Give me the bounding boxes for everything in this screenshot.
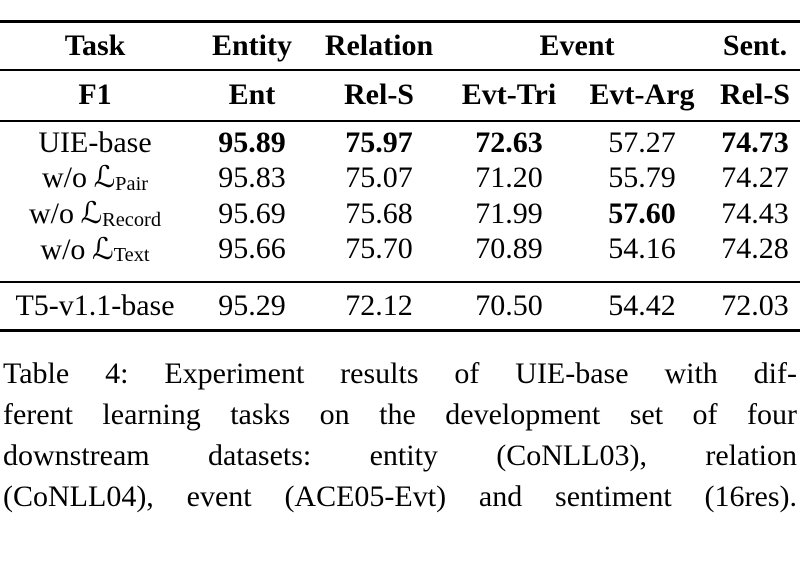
metric-value: 74.27 xyxy=(721,160,789,194)
metric-value: 54.16 xyxy=(608,232,676,265)
column-header-rel-s: Rel-S xyxy=(314,69,444,122)
table-row-wo-pair: w/o ℒPair 95.83 75.07 71.20 55.79 74.27 xyxy=(0,160,800,196)
metric-value: 72.63 xyxy=(475,125,543,159)
row-label: T5-v1.1-base xyxy=(0,280,190,331)
metric-value: 55.79 xyxy=(608,160,676,194)
column-header-entity: Entity xyxy=(190,21,314,71)
results-table: Task Entity Relation Event Sent. F1 Ent … xyxy=(0,20,800,332)
wo-prefix: w/o xyxy=(41,161,87,194)
header-row-tasks: Task Entity Relation Event Sent. xyxy=(0,21,800,71)
metric-cell: 74.28 xyxy=(710,232,800,282)
metric-cell: 75.97 xyxy=(314,121,444,160)
metric-value: 74.28 xyxy=(721,232,789,265)
metric-cell: 95.89 xyxy=(190,121,314,160)
loss-symbol: ℒ xyxy=(80,196,103,231)
metric-cell: 72.63 xyxy=(444,121,574,160)
metric-cell: 75.70 xyxy=(314,232,444,282)
column-header-f1: F1 xyxy=(0,69,190,122)
metric-value: 75.07 xyxy=(345,160,413,194)
row-label: UIE-base xyxy=(38,125,152,159)
metric-cell: 70.89 xyxy=(444,232,574,282)
metric-cell: 55.79 xyxy=(574,160,710,196)
caption-line: (CoNLL04), event (ACE05-Evt) and sentime… xyxy=(3,480,797,513)
loss-subscript: Record xyxy=(102,208,162,231)
column-header-ent: Ent xyxy=(190,69,314,122)
metric-cell: 57.27 xyxy=(574,121,710,160)
table-row-wo-text: w/o ℒText 95.66 75.70 70.89 54.16 74.28 xyxy=(0,232,800,282)
metric-cell: 75.68 xyxy=(314,196,444,232)
column-header-task: Task xyxy=(0,21,190,71)
metric-cell: 70.50 xyxy=(444,280,574,331)
metric-value: 74.43 xyxy=(721,196,789,230)
table-row-uie-base: UIE-base 95.89 75.97 72.63 57.27 74.73 xyxy=(0,121,800,160)
metric-cell: 75.07 xyxy=(314,160,444,196)
metric-value: 74.73 xyxy=(721,125,789,159)
metric-value: 71.99 xyxy=(475,196,543,230)
metric-value: 95.89 xyxy=(218,125,286,159)
metric-value: 95.66 xyxy=(218,232,286,265)
column-header-evt-arg: Evt-Arg xyxy=(574,69,710,122)
table-row-t5-baseline: T5-v1.1-base 95.29 72.12 70.50 54.42 72.… xyxy=(0,280,800,331)
caption-line: ferent learning tasks on the development… xyxy=(3,398,797,431)
metric-cell: 72.03 xyxy=(710,280,800,331)
metric-value: 72.03 xyxy=(721,288,789,322)
metric-cell: 54.16 xyxy=(574,232,710,282)
metric-cell: 95.69 xyxy=(190,196,314,232)
row-label: w/o ℒText xyxy=(0,232,190,282)
metric-value: 75.70 xyxy=(345,232,413,265)
metric-value: 70.89 xyxy=(475,232,543,265)
metric-cell: 95.83 xyxy=(190,160,314,196)
metric-value: 95.29 xyxy=(218,288,286,322)
row-label: w/o ℒRecord xyxy=(0,196,190,232)
metric-cell: 72.12 xyxy=(314,280,444,331)
wo-prefix: w/o xyxy=(40,232,86,266)
metric-value: 71.20 xyxy=(475,160,543,194)
header-row-metrics: F1 Ent Rel-S Evt-Tri Evt-Arg Rel-S xyxy=(0,69,800,122)
loss-subscript: Text xyxy=(113,244,150,267)
metric-value: 54.42 xyxy=(608,288,676,322)
metric-value: 72.12 xyxy=(345,288,413,322)
column-header-sent: Sent. xyxy=(710,21,800,71)
row-label: w/o ℒPair xyxy=(0,160,190,196)
wo-prefix: w/o xyxy=(28,197,74,230)
metric-value: 75.68 xyxy=(345,196,413,230)
caption-line: downstream datasets: entity (CoNLL03), r… xyxy=(3,439,797,472)
column-header-rel-s-sent: Rel-S xyxy=(710,69,800,122)
column-header-evt-tri: Evt-Tri xyxy=(444,69,574,122)
metric-cell: 54.42 xyxy=(574,280,710,331)
metric-cell: 95.66 xyxy=(190,232,314,282)
metric-value: 75.97 xyxy=(345,125,413,159)
table-row-wo-record: w/o ℒRecord 95.69 75.68 71.99 57.60 74.43 xyxy=(0,196,800,232)
metric-value: 57.27 xyxy=(608,125,676,159)
loss-symbol: ℒ xyxy=(93,160,116,195)
table-caption: Table 4: Experiment results of UIE-base … xyxy=(0,353,800,517)
metric-cell: 71.99 xyxy=(444,196,574,232)
metric-cell: 95.29 xyxy=(190,280,314,331)
metric-value: 57.60 xyxy=(608,196,676,230)
metric-value: 95.69 xyxy=(218,196,286,230)
metric-value: 70.50 xyxy=(475,288,543,322)
caption-line: Table 4: Experiment results of UIE-base … xyxy=(3,357,797,390)
loss-symbol: ℒ xyxy=(92,231,114,267)
metric-cell: 71.20 xyxy=(444,160,574,196)
metric-cell: 74.73 xyxy=(710,121,800,160)
paper-page: Task Entity Relation Event Sent. F1 Ent … xyxy=(0,20,800,517)
metric-cell: 74.43 xyxy=(710,196,800,232)
metric-cell: 57.60 xyxy=(574,196,710,232)
column-header-relation: Relation xyxy=(314,21,444,71)
metric-value: 95.83 xyxy=(218,160,286,194)
column-header-event: Event xyxy=(444,21,710,71)
metric-cell: 74.27 xyxy=(710,160,800,196)
loss-subscript: Pair xyxy=(115,172,149,195)
